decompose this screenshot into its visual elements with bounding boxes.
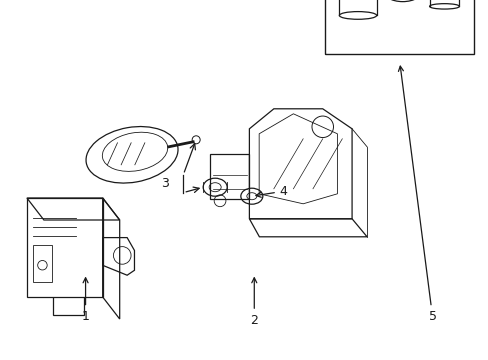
Text: 3: 3 <box>161 177 169 190</box>
Text: 2: 2 <box>250 278 258 327</box>
Text: 5: 5 <box>398 66 436 323</box>
Text: 4: 4 <box>255 185 287 198</box>
Bar <box>325 0 473 54</box>
Text: 1: 1 <box>81 278 89 323</box>
